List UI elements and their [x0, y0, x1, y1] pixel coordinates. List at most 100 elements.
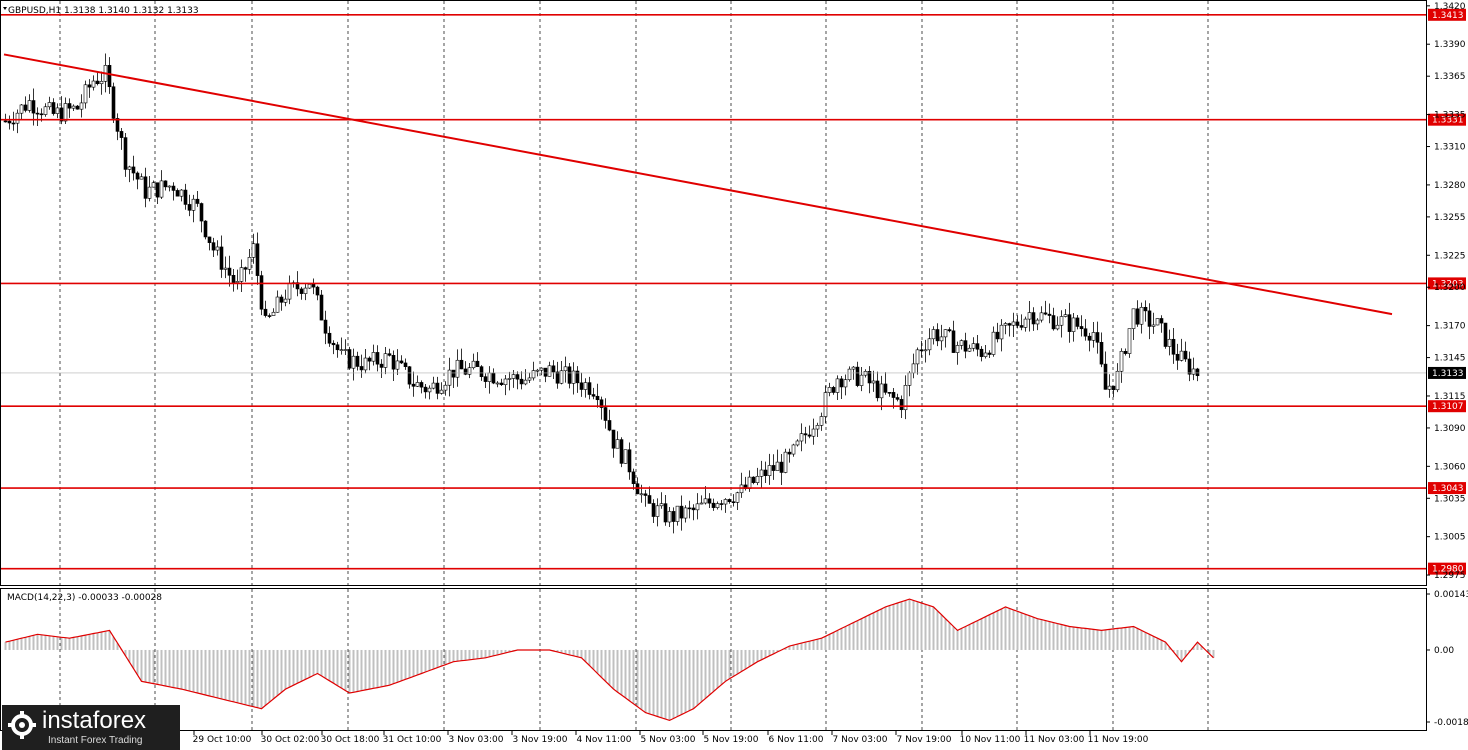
candle-body [747, 476, 752, 489]
candle-body [887, 392, 892, 394]
candle-body [427, 387, 432, 393]
candle-body [691, 507, 696, 511]
candle-body [643, 493, 648, 496]
candle-body [983, 352, 988, 357]
level-price-label: 1.3043 [1432, 484, 1464, 494]
price-tick-label: 1.3225 [1434, 251, 1466, 261]
candle-body [787, 451, 792, 455]
candle-body [483, 376, 488, 382]
price-tick-label: 1.3310 [1434, 143, 1466, 153]
candle-body [407, 366, 412, 385]
candle-body [367, 357, 372, 362]
candle-body [543, 367, 548, 377]
time-axis: 29 Oct 10:00 30 Oct 02:00 30 Oct 18:00 31 O… [193, 731, 1149, 745]
candle-body [723, 499, 728, 505]
candle-body [863, 371, 868, 376]
candle-body [503, 378, 508, 386]
candle-body [471, 360, 476, 369]
candle-body [331, 342, 336, 346]
candle-body [611, 429, 616, 449]
candle-body [1111, 385, 1116, 391]
level-price-label: 1.3331 [1432, 116, 1464, 126]
time-tick-label: 29 Oct 10:00 [193, 735, 252, 745]
candle-body [767, 465, 772, 476]
candle-body [871, 380, 876, 384]
candle-body [1079, 326, 1084, 330]
candle-body [71, 105, 76, 109]
candle-body [235, 281, 240, 283]
candle-body [1019, 325, 1024, 328]
candle-body [47, 102, 52, 108]
time-tick-label: 7 Nov 19:00 [897, 735, 952, 745]
candle-body [51, 102, 56, 114]
symbol-info: GBPUSD,H1 1.3138 1.3140 1.3132 1.3133 [8, 6, 199, 16]
candle-body [995, 331, 1000, 340]
candle-body [91, 80, 96, 88]
candle-body [791, 444, 796, 455]
dropdown-icon[interactable] [3, 7, 7, 10]
candle-body [655, 505, 660, 517]
candle-body [179, 189, 184, 197]
candle-body [191, 198, 196, 211]
candle-body [307, 284, 312, 289]
candle-body [1027, 312, 1032, 320]
candle-body [143, 176, 148, 199]
candle-body [915, 349, 920, 365]
instaforex-watermark: instaforex Instant Forex Trading [2, 705, 180, 750]
candle-body [1167, 338, 1172, 347]
candle-body [199, 203, 204, 222]
candle-body [1123, 351, 1128, 354]
candle-body [359, 366, 364, 371]
candle-body [1091, 332, 1096, 341]
candle-body [851, 366, 856, 370]
candle-body [595, 395, 600, 401]
price-tick-label: 1.3255 [1434, 213, 1466, 223]
candle-body [859, 374, 864, 386]
candle-body [403, 362, 408, 368]
candle-body [343, 349, 348, 351]
candle-body [267, 315, 272, 317]
candlesticks [3, 53, 1200, 534]
candle-body [683, 507, 688, 519]
candle-body [731, 501, 736, 504]
candle-body [555, 371, 560, 384]
candle-body [227, 267, 232, 276]
candle-body [631, 471, 636, 485]
candle-body [395, 360, 400, 370]
candle-body [175, 190, 180, 197]
candle-body [991, 331, 996, 355]
candle-body [43, 106, 48, 115]
candle-body [447, 369, 452, 386]
candle-body [899, 399, 904, 411]
candle-body [695, 503, 700, 511]
candle-body [135, 172, 140, 180]
candle-body [935, 329, 940, 342]
candle-body [807, 434, 812, 437]
price-tick-label: 1.3365 [1434, 72, 1466, 82]
candle-body [563, 366, 568, 372]
candle-body [659, 503, 664, 507]
candle-body [327, 332, 332, 344]
candle-body [603, 407, 608, 421]
candle-body [127, 166, 132, 170]
candle-body [639, 493, 644, 496]
candle-body [583, 382, 588, 390]
candle-body [843, 379, 848, 388]
candle-body [1043, 312, 1048, 315]
price-tick-label: 1.3170 [1434, 322, 1466, 332]
candle-body [23, 104, 28, 111]
time-tick-label: 30 Oct 02:00 [261, 735, 320, 745]
candle-body [59, 107, 64, 122]
candle-body [759, 469, 764, 477]
candle-body [1035, 319, 1040, 325]
candle-body [703, 498, 708, 504]
candle-body [475, 360, 480, 367]
candle-body [79, 102, 84, 110]
macd-tick-label: 0.00143 [1434, 590, 1468, 600]
candle-body [463, 368, 468, 375]
level-price-label: 1.3107 [1432, 402, 1464, 412]
macd-signal-line [5, 598, 1214, 722]
candle-body [171, 185, 176, 191]
candle-body [1127, 328, 1132, 354]
candle-body [159, 180, 164, 198]
